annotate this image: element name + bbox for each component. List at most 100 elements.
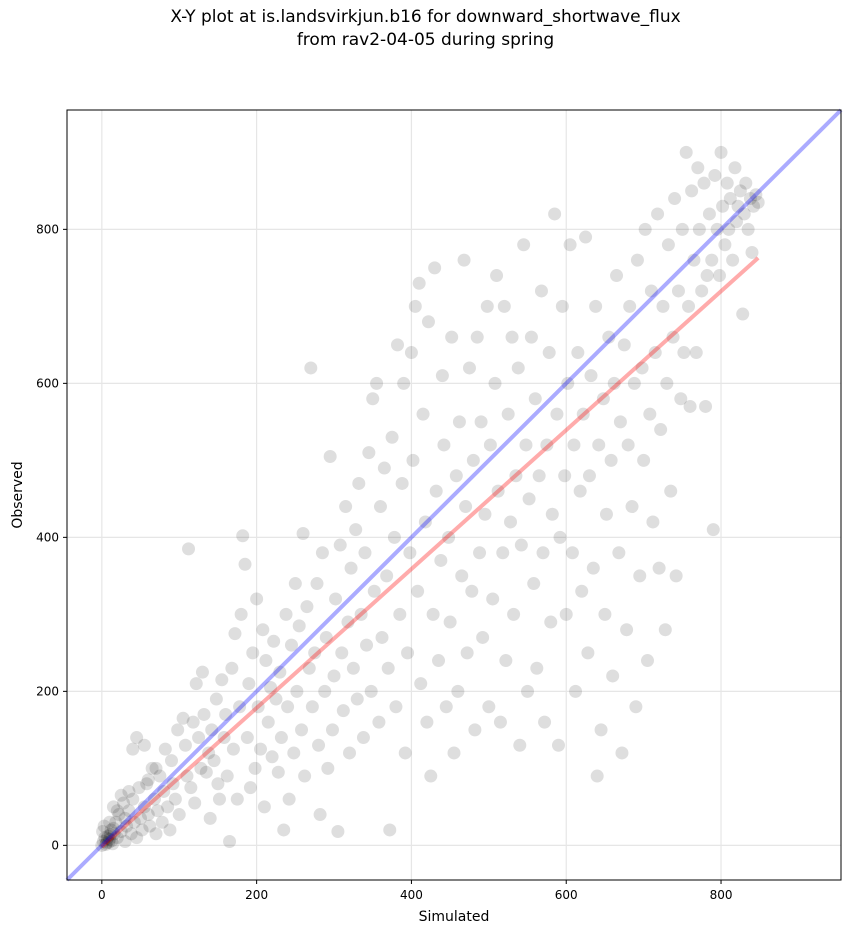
data-point (658, 623, 672, 637)
data-point (393, 607, 407, 621)
data-point (127, 815, 141, 829)
data-point (511, 361, 525, 375)
data-point (109, 815, 123, 829)
data-point (397, 376, 411, 390)
data-point (103, 828, 117, 842)
data-point (625, 500, 639, 514)
data-point (234, 607, 248, 621)
data-point (197, 707, 211, 721)
data-point (104, 823, 118, 837)
data-point (243, 781, 257, 795)
data-point (120, 819, 134, 833)
data-point (117, 796, 131, 810)
data-point (194, 761, 208, 775)
data-point (215, 673, 229, 687)
data-point (96, 824, 110, 838)
data-point (457, 253, 471, 267)
fit-line (100, 256, 760, 849)
data-point (205, 723, 219, 737)
grid-lines (67, 110, 841, 880)
data-point (256, 623, 270, 637)
one-to-one-line (65, 108, 843, 882)
data-point (339, 500, 353, 514)
data-point (319, 630, 333, 644)
data-point (375, 630, 389, 644)
chart-title-line2: from rav2-04-05 during spring (296, 30, 555, 50)
data-point (110, 804, 124, 818)
data-point (265, 750, 279, 764)
data-point (189, 677, 203, 691)
data-point (381, 661, 395, 675)
data-point (228, 627, 242, 641)
data-point (304, 361, 318, 375)
data-point (714, 145, 728, 159)
data-point (733, 184, 747, 198)
data-point (548, 207, 562, 221)
data-point (550, 407, 564, 421)
data-point (504, 515, 518, 529)
data-point (708, 168, 722, 182)
data-point (327, 669, 341, 683)
data-point (505, 330, 519, 344)
data-point (569, 684, 583, 698)
data-point (517, 238, 531, 252)
data-point (223, 835, 237, 848)
data-point (538, 715, 552, 729)
data-point (251, 700, 265, 714)
data-point (310, 577, 324, 591)
data-point (718, 238, 732, 252)
data-point (534, 284, 548, 298)
data-point (428, 261, 442, 275)
data-point (158, 742, 172, 756)
data-point (107, 827, 121, 841)
data-point (336, 704, 350, 718)
data-point (617, 338, 631, 352)
data-point (341, 615, 355, 629)
data-point (106, 837, 120, 851)
data-point (349, 523, 363, 537)
data-point (282, 792, 296, 806)
data-point (627, 376, 641, 390)
data-point (483, 438, 497, 452)
y-tick-label: 400 (36, 530, 59, 544)
data-point (141, 808, 155, 822)
data-point (747, 199, 761, 213)
data-point (669, 569, 683, 583)
data-point (240, 731, 254, 745)
data-point (545, 507, 559, 521)
data-point (555, 299, 569, 313)
data-point (273, 665, 287, 679)
data-point (451, 684, 465, 698)
data-point (671, 284, 685, 298)
data-point (493, 715, 507, 729)
data-point (372, 715, 386, 729)
data-point (199, 765, 213, 779)
data-point (507, 607, 521, 621)
data-point (509, 469, 523, 483)
data-point (420, 715, 434, 729)
data-point (100, 831, 114, 845)
data-point (180, 769, 194, 783)
data-point (126, 792, 140, 806)
data-point (594, 723, 608, 737)
data-point (429, 484, 443, 498)
data-point (716, 199, 730, 213)
data-point (522, 492, 536, 506)
data-point (373, 500, 387, 514)
data-point (635, 361, 649, 375)
data-point (102, 835, 116, 849)
data-point (421, 315, 435, 329)
data-point (513, 738, 527, 752)
data-point (598, 607, 612, 621)
data-point (130, 831, 144, 845)
data-point (679, 145, 693, 159)
data-point (233, 700, 247, 714)
data-point (137, 800, 151, 814)
data-point (195, 665, 209, 679)
data-point (633, 569, 647, 583)
data-point (638, 222, 652, 236)
data-point (527, 577, 541, 591)
data-point (114, 788, 128, 802)
data-point (103, 815, 117, 829)
